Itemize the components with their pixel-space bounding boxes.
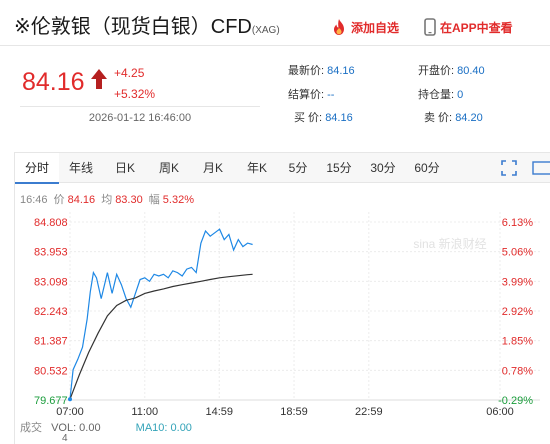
field-open-interest: 持仓量: 0 <box>418 89 464 101</box>
chart-panel: 分时 年线 日K 周K 月K 年K 5分 15分 30分 60分 <box>14 152 550 444</box>
pct-tick-label: -0.29% <box>498 395 533 407</box>
x-tick-label: 07:00 <box>56 406 84 418</box>
x-tick-label: 18:59 <box>280 406 308 418</box>
tab-30min[interactable]: 30分 <box>370 161 396 175</box>
title-sub: (XAG) <box>251 25 280 36</box>
watermark: sina 新浪财经 <box>413 236 486 251</box>
pct-tick-label: 2.92% <box>502 306 533 318</box>
price-change-pct: +5.32% <box>114 87 156 101</box>
x-tick-label: 06:00 <box>486 406 514 418</box>
pct-tick-label: 3.99% <box>502 276 533 288</box>
quote-panel: 84.16 +4.25 +5.32% 2026-01-12 16:46:00 最… <box>0 46 550 136</box>
info-line: 16:46 价 84.16 均 83.30 幅 5.32% <box>20 191 197 207</box>
volume-legend: 成交 VOL: 0.00 MA10: 0.00 <box>20 419 192 435</box>
tab-60min[interactable]: 60分 <box>414 161 440 175</box>
header: ※伦敦银（现货白银）CFD(XAG) 添加自选 在APP中查看 <box>0 0 550 46</box>
tab-monthly-k[interactable]: 月K <box>202 161 223 175</box>
up-arrow-icon <box>91 69 107 89</box>
tab-intraday[interactable]: 分时 <box>15 153 59 184</box>
info-time: 16:46 <box>20 194 48 206</box>
menu-icon[interactable] <box>531 160 550 176</box>
pct-tick-label: 0.78% <box>502 365 533 377</box>
y-tick-label: 83.953 <box>34 247 68 259</box>
pct-tick-label: 5.06% <box>502 247 533 259</box>
flame-icon <box>334 19 344 35</box>
quote-time: 2026-01-12 16:46:00 <box>20 106 260 124</box>
field-bid: 买 价: 84.16 <box>294 112 353 124</box>
y-tick-label: 80.532 <box>34 365 68 377</box>
pct-tick-label: 1.85% <box>502 336 533 348</box>
info-avg-label: 均 <box>101 194 113 206</box>
y-tick-label: 81.387 <box>34 336 68 348</box>
y-tick-label: 82.243 <box>34 306 68 318</box>
title-prefix: ※ <box>14 16 31 38</box>
chart-grid <box>55 212 540 401</box>
view-in-app-label: 在APP中查看 <box>440 20 513 35</box>
volume-value: VOL: 0.00 <box>51 422 101 434</box>
field-open: 开盘价: 80.40 <box>418 65 485 77</box>
pct-tick-label: 6.13% <box>502 217 533 229</box>
y-tick-label: 84.808 <box>34 217 68 229</box>
info-amp: 5.32% <box>162 194 194 206</box>
info-price-label: 价 <box>53 194 65 206</box>
chart-labels: 84.808 6.13% 83.953 5.06% 83.098 3.99% 82.243 2… <box>34 217 533 418</box>
field-settle: 结算价: -- <box>288 89 335 101</box>
info-amp-label: 幅 <box>148 194 160 206</box>
tab-daily-k[interactable]: 日K <box>114 161 135 175</box>
tab-yearly-k[interactable]: 年K <box>246 161 267 175</box>
price-change: +4.25 <box>114 66 145 80</box>
x-tick-label: 11:00 <box>131 406 158 418</box>
volume-sub-number: 4 <box>62 433 68 444</box>
tab-weekly-k[interactable]: 周K <box>158 161 179 175</box>
chart-series <box>68 228 253 402</box>
tab-5min[interactable]: 5分 <box>288 161 308 175</box>
tab-year-line[interactable]: 年线 <box>68 161 93 175</box>
tab-15min[interactable]: 15分 <box>326 161 352 175</box>
add-favorite-button[interactable]: 添加自选 <box>330 18 399 36</box>
view-in-app-button[interactable]: 在APP中查看 <box>424 18 513 36</box>
x-tick-label: 14:59 <box>205 406 233 418</box>
info-price: 84.16 <box>67 194 96 206</box>
title-main: 伦敦银（现货白银）CFD <box>30 16 252 38</box>
x-tick-label: 22:59 <box>355 406 383 418</box>
ma10-value: MA10: 0.00 <box>135 422 192 434</box>
y-tick-label: 79.677 <box>34 395 68 407</box>
start-point <box>68 397 72 402</box>
last-price: 84.16 <box>22 68 85 96</box>
page-title: ※伦敦银（现货白银）CFD(XAG) <box>14 10 280 39</box>
y-tick-label: 83.098 <box>34 276 68 288</box>
fullscreen-icon[interactable] <box>501 160 517 176</box>
field-latest: 最新价: 84.16 <box>288 65 355 77</box>
price-line <box>69 228 253 400</box>
info-avg: 83.30 <box>115 194 143 206</box>
add-favorite-label: 添加自选 <box>351 20 400 35</box>
phone-icon <box>424 18 436 36</box>
field-ask: 卖 价: 84.20 <box>424 112 483 124</box>
average-line <box>69 273 253 400</box>
volume-label: 成交 <box>20 422 42 434</box>
period-tabs: 分时 年线 日K 周K 月K 年K 5分 15分 30分 60分 <box>15 153 550 184</box>
